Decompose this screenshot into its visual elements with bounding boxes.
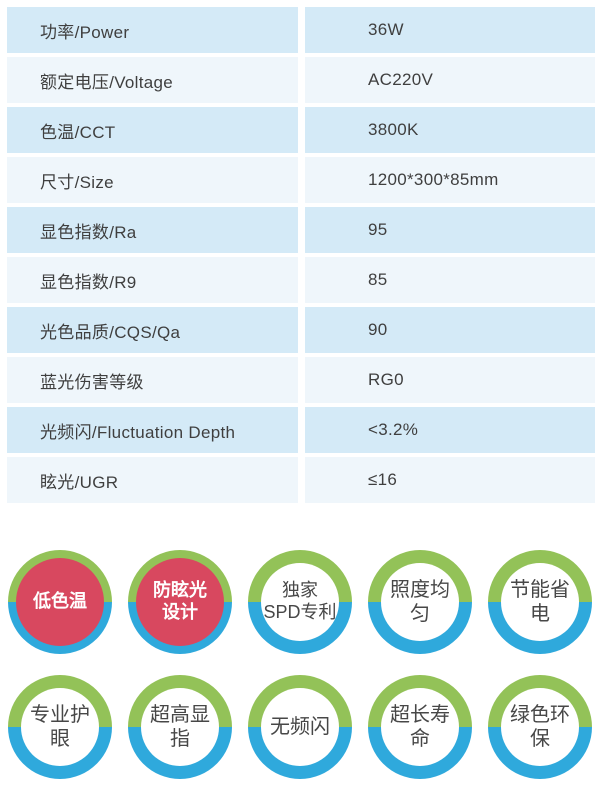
spec-value: 3800K (305, 107, 595, 153)
feature-badge: 节能省电 (488, 550, 592, 654)
feature-badge: 超长寿命 (368, 675, 472, 779)
spec-label: 功率/Power (7, 7, 298, 53)
spec-label: 光频闪/Fluctuation Depth (7, 407, 298, 453)
badge-label: 无频闪 (270, 716, 330, 738)
feature-badge: 专业护眼 (8, 675, 112, 779)
table-row: 显色指数/Ra 95 (7, 207, 595, 253)
badge-label: 低色温 (33, 591, 87, 612)
spec-label: 额定电压/Voltage (7, 57, 298, 103)
badge-core: 绿色环保 (501, 688, 579, 766)
badge-label: 专业护眼 (30, 704, 90, 750)
spec-value: AC220V (305, 57, 595, 103)
feature-badge: 超高显指 (128, 675, 232, 779)
table-row: 光色品质/CQS/Qa 90 (7, 307, 595, 353)
spec-label: 眩光/UGR (7, 457, 298, 503)
badge-row: 低色温 防眩光 设计 独家 SPD专利 照度均匀 节能省电 (0, 550, 600, 654)
badge-label: 防眩光 设计 (153, 580, 207, 622)
badge-label: 照度均匀 (390, 579, 450, 625)
spec-value: ≤16 (305, 457, 595, 503)
badge-core: 照度均匀 (381, 563, 459, 641)
badge-label: 节能省电 (510, 579, 570, 625)
badge-label: 超长寿命 (390, 704, 450, 750)
spec-value: 36W (305, 7, 595, 53)
spec-value: 90 (305, 307, 595, 353)
table-row: 蓝光伤害等级 RG0 (7, 357, 595, 403)
spec-value: 85 (305, 257, 595, 303)
badge-core: 节能省电 (501, 563, 579, 641)
spec-label: 尺寸/Size (7, 157, 298, 203)
table-row: 眩光/UGR ≤16 (7, 457, 595, 503)
badge-core: 专业护眼 (21, 688, 99, 766)
badge-label: 独家 SPD专利 (263, 580, 337, 622)
badge-label: 超高显指 (150, 704, 210, 750)
badge-core: 无频闪 (261, 688, 339, 766)
badge-core: 超高显指 (141, 688, 219, 766)
badge-label: 绿色环保 (510, 704, 570, 750)
badge-core: 独家 SPD专利 (261, 563, 339, 641)
spec-label: 显色指数/R9 (7, 257, 298, 303)
spec-label: 显色指数/Ra (7, 207, 298, 253)
badge-core: 低色温 (16, 558, 104, 646)
feature-badges: 低色温 防眩光 设计 独家 SPD专利 照度均匀 节能省电专业护眼 超高显指 无频闪 超长寿命… (0, 550, 600, 779)
table-row: 额定电压/Voltage AC220V (7, 57, 595, 103)
spec-label: 蓝光伤害等级 (7, 357, 298, 403)
feature-badge: 防眩光 设计 (128, 550, 232, 654)
spec-value: 1200*300*85mm (305, 157, 595, 203)
feature-badge: 独家 SPD专利 (248, 550, 352, 654)
table-row: 显色指数/R9 85 (7, 257, 595, 303)
spec-label: 色温/CCT (7, 107, 298, 153)
badge-row: 专业护眼 超高显指 无频闪 超长寿命 绿色环保 (0, 675, 600, 779)
spec-value: RG0 (305, 357, 595, 403)
feature-badge: 照度均匀 (368, 550, 472, 654)
table-row: 尺寸/Size 1200*300*85mm (7, 157, 595, 203)
badge-core: 防眩光 设计 (136, 558, 224, 646)
product-spec-page: 功率/Power 36W 额定电压/Voltage AC220V 色温/CCT 3800K… (0, 7, 600, 779)
table-row: 功率/Power 36W (7, 7, 595, 53)
feature-badge: 低色温 (8, 550, 112, 654)
feature-badge: 绿色环保 (488, 675, 592, 779)
spec-value: <3.2% (305, 407, 595, 453)
spec-value: 95 (305, 207, 595, 253)
table-row: 色温/CCT 3800K (7, 107, 595, 153)
table-row: 光频闪/Fluctuation Depth <3.2% (7, 407, 595, 453)
spec-label: 光色品质/CQS/Qa (7, 307, 298, 353)
spec-table: 功率/Power 36W 额定电压/Voltage AC220V 色温/CCT 3800K… (7, 7, 595, 503)
feature-badge: 无频闪 (248, 675, 352, 779)
badge-core: 超长寿命 (381, 688, 459, 766)
